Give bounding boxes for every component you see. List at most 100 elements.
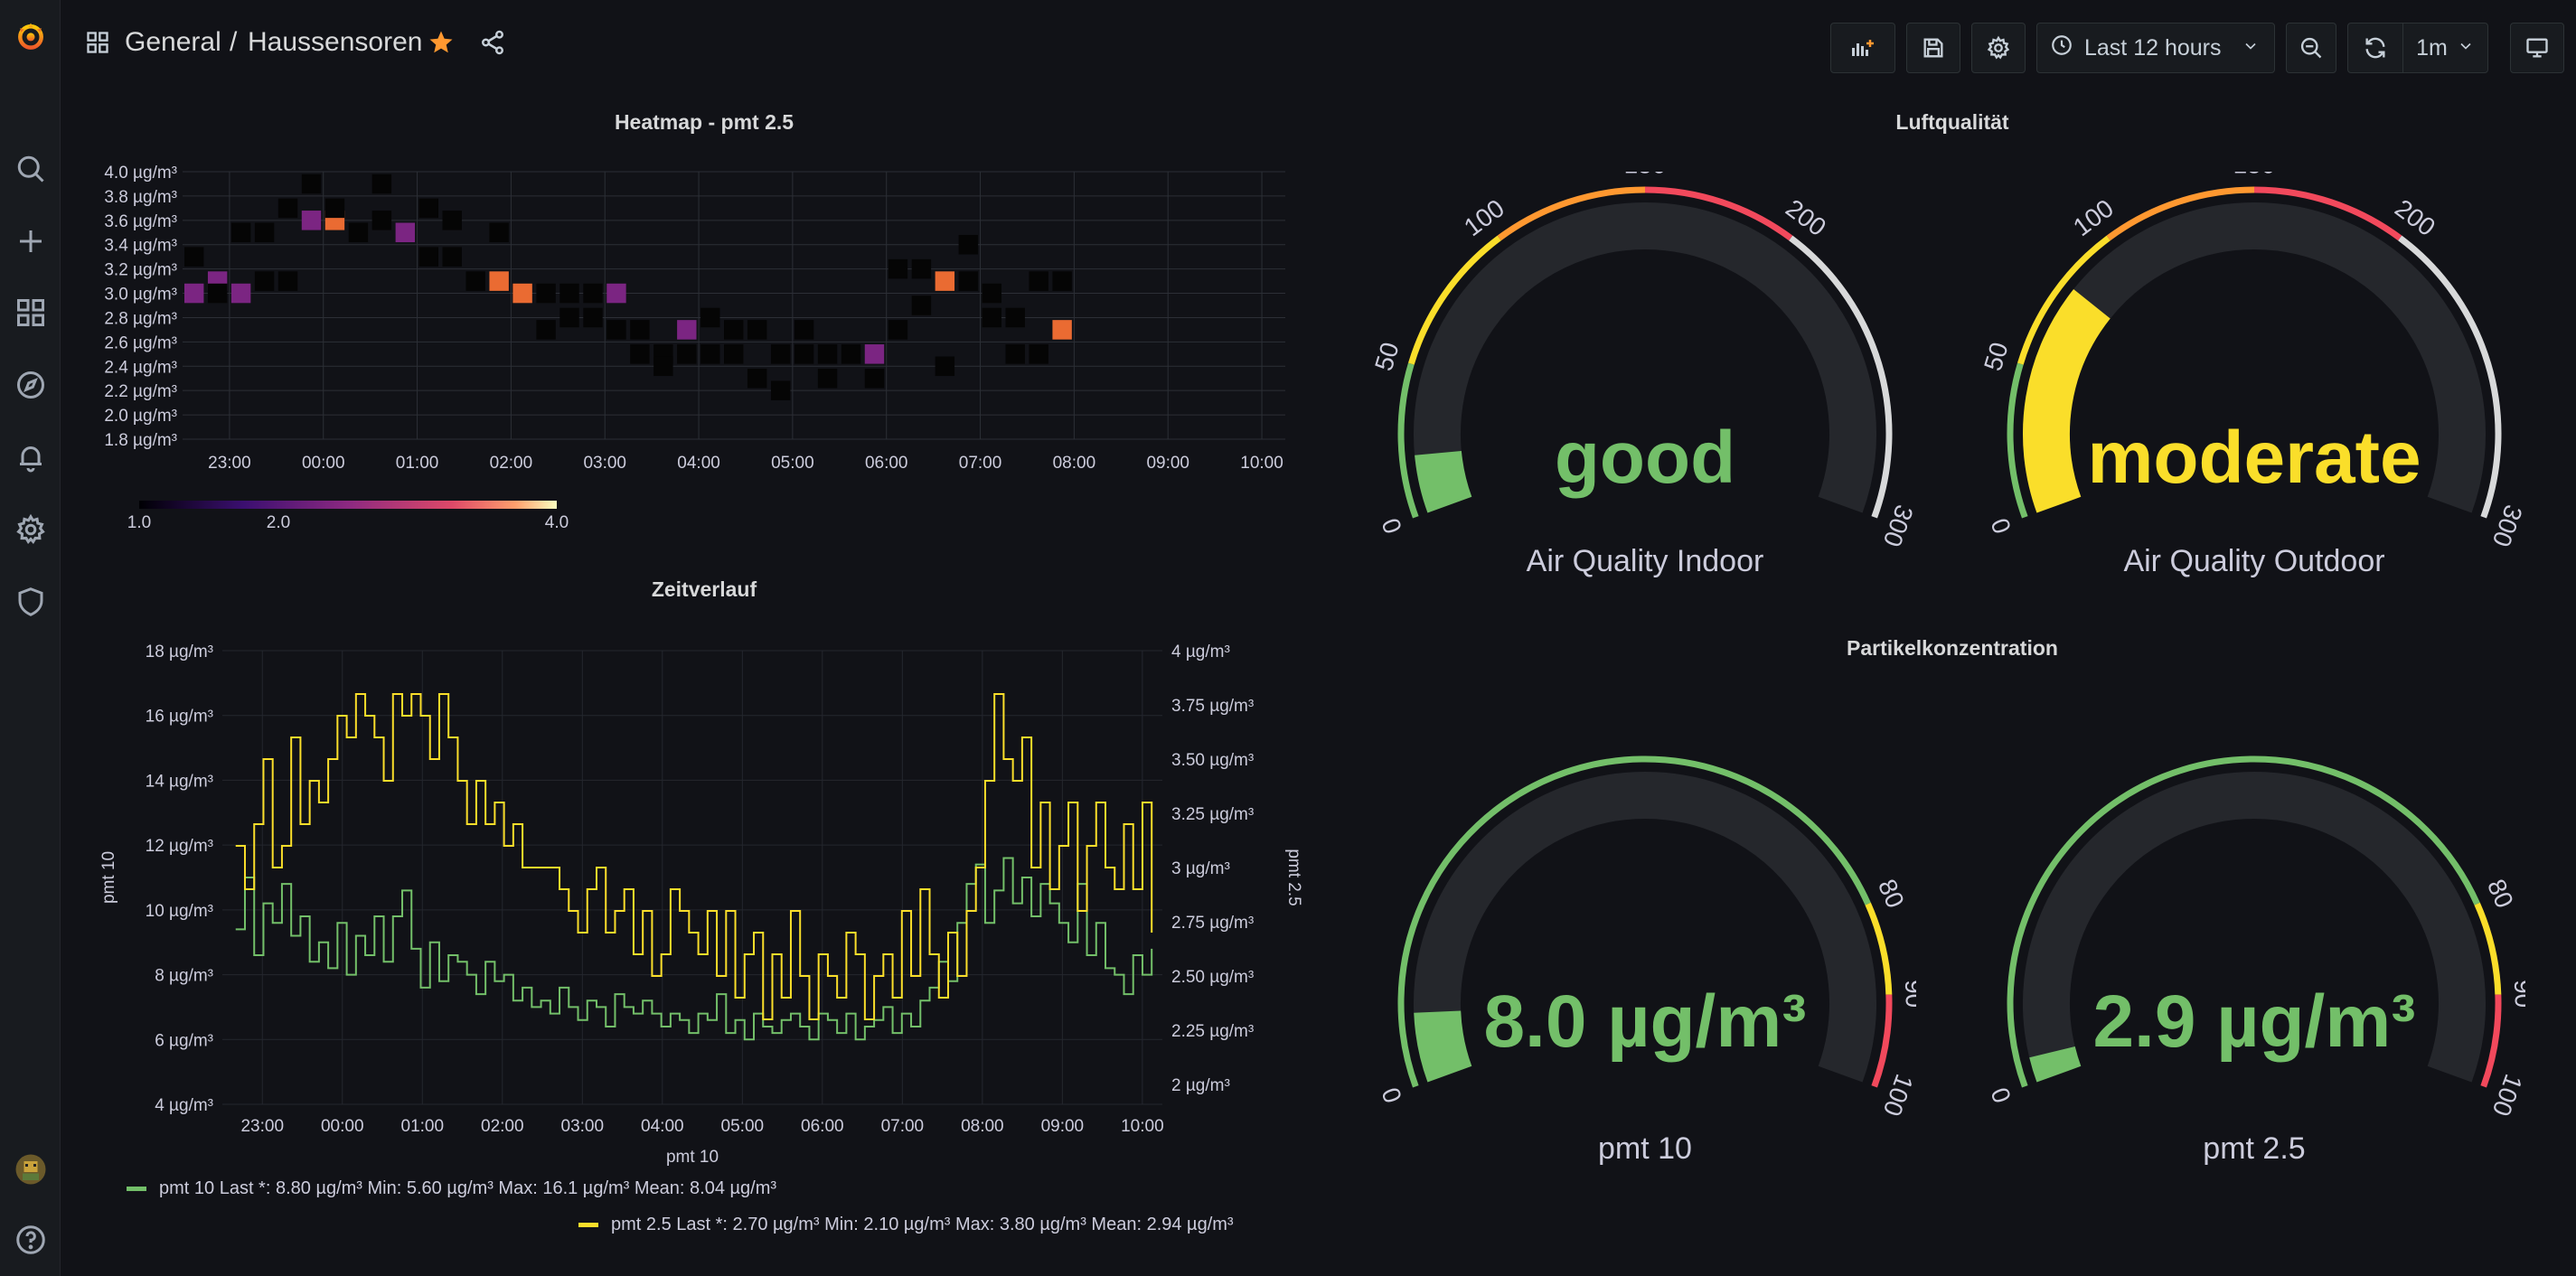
search-icon[interactable] [0, 140, 61, 198]
legend-item-pmt25[interactable]: pmt 2.5 Last *: 2.70 µg/m³ Min: 2.10 µg/… [578, 1213, 1234, 1236]
heatmap-cell [794, 320, 814, 340]
heatmap-cell [559, 283, 579, 304]
save-dashboard-button[interactable] [1906, 23, 1960, 73]
chevron-down-icon [2242, 35, 2260, 61]
gauge-label: pmt 2.5 [2203, 1131, 2305, 1166]
gauge-pmt25: 0 80 90 100 2.9 µg/m³ pmt 2.5 [1986, 755, 2525, 1166]
avatar[interactable] [0, 1140, 61, 1198]
heatmap-cell [184, 283, 204, 304]
dashboards-icon[interactable] [0, 284, 61, 342]
plus-icon[interactable] [0, 212, 61, 270]
breadcrumb-separator: / [230, 27, 238, 57]
ts-series-line-pmt10 [235, 857, 1153, 1041]
gauge-tick-label: 0 [1986, 1084, 2017, 1106]
ts-x-tick: 10:00 [1121, 1117, 1164, 1136]
particle-title: Partikelkonzentration [1847, 636, 2058, 660]
share-icon[interactable] [479, 29, 506, 61]
heatmap-x-tick: 08:00 [1053, 454, 1096, 473]
gauge-threshold-band [2106, 186, 2255, 241]
grafana-logo-icon[interactable] [0, 7, 61, 65]
time-range-picker[interactable]: Last 12 hours [2036, 23, 2275, 73]
air-quality-panel: Luftqualität [1347, 98, 2558, 604]
refresh-interval-picker[interactable]: 1m [2402, 23, 2488, 73]
heatmap-x-tick: 06:00 [865, 454, 908, 473]
gauge-tick-label: 0 [1377, 1084, 1407, 1106]
star-icon[interactable] [428, 29, 455, 61]
time-range-label: Last 12 hours [2084, 34, 2222, 61]
refresh-button[interactable] [2347, 23, 2403, 73]
heatmap-y-tick: 2.6 µg/m³ [104, 333, 177, 352]
ts-x-tick: 00:00 [321, 1117, 364, 1136]
legend-item-pmt10[interactable]: pmt 10 Last *: 8.80 µg/m³ Min: 5.60 µg/m… [127, 1177, 776, 1200]
heatmap-panel: Heatmap - pmt 2.5 [78, 98, 1330, 540]
heatmap-cell [630, 344, 650, 364]
breadcrumb-dashboard[interactable]: Haussensoren [248, 27, 423, 57]
gauge-threshold-band [2480, 994, 2502, 1088]
heatmap-x-tick: 01:00 [396, 454, 439, 473]
alerting-icon[interactable] [0, 428, 61, 486]
gauge-threshold-band [1644, 186, 1793, 241]
ts-x-tick: 09:00 [1041, 1117, 1085, 1136]
heatmap-cell [301, 174, 322, 194]
dashboard-settings-button[interactable] [1971, 23, 2026, 73]
timeseries-title: Zeitverlauf [651, 577, 757, 601]
heatmap-cell [700, 307, 720, 328]
gauge-tick-label: 300 [1878, 502, 1916, 551]
ts-x-axis-label: pmt 10 [666, 1148, 719, 1167]
heatmap-cell [583, 283, 603, 304]
heatmap-cell [465, 271, 485, 291]
add-panel-button[interactable] [1830, 23, 1895, 73]
heatmap-cell [418, 198, 438, 219]
heatmap-cell [700, 344, 720, 364]
heatmap-title: Heatmap - pmt 2.5 [614, 110, 794, 134]
explore-icon[interactable] [0, 356, 61, 414]
ts-y-right-tick: 2.50 µg/m³ [1171, 968, 1254, 987]
heatmap-cell [677, 320, 697, 340]
gauge-tick-label: 300 [2487, 502, 2525, 551]
ts-y-left-tick: 12 µg/m³ [146, 837, 213, 856]
gauge-track [1414, 202, 1876, 513]
heatmap-cell [770, 380, 791, 400]
particle-panel: Partikelkonzentration [1347, 624, 2558, 1238]
heatmap-cell [794, 344, 814, 364]
ts-y-right-tick: 3 µg/m³ [1171, 859, 1230, 878]
shield-icon[interactable] [0, 573, 61, 631]
heatmap-cell [935, 356, 955, 377]
heatmap-cell [864, 344, 885, 364]
ts-y-left-tick: 16 µg/m³ [146, 708, 213, 727]
ts-y-left-tick: 10 µg/m³ [146, 902, 213, 921]
heatmap-cell [324, 198, 345, 219]
heatmap-y-tick: 2.0 µg/m³ [104, 407, 177, 426]
gauge-tick-label: 80 [2482, 875, 2519, 912]
gauge-value-fill [1415, 450, 1472, 513]
heatmap-cell [982, 307, 1001, 328]
tv-mode-button[interactable] [2510, 23, 2564, 73]
settings-icon[interactable] [0, 501, 61, 558]
heatmap-cell [442, 211, 462, 230]
gauge-tick-label: 80 [1873, 875, 1910, 912]
heatmap-cell [559, 307, 579, 328]
heatmap-cell [230, 222, 251, 243]
gauge-value-text: good [1555, 417, 1735, 499]
heatmap-cell [536, 283, 556, 304]
heatmap-y-tick: 2.2 µg/m³ [104, 382, 177, 401]
gauge-value-fill [2023, 289, 2111, 513]
legend-swatch [127, 1186, 146, 1191]
heatmap-cell [277, 271, 298, 291]
gauge-threshold-band [1789, 235, 1893, 519]
zoom-out-button[interactable] [2286, 23, 2336, 73]
heatmap-chart: 4.0 µg/m³ 3.8 µg/m³ 3.6 µg/m³ 3.4 µg/m³ 3.2 … [104, 164, 1285, 532]
gauge-tick-label: 50 [1983, 339, 2014, 374]
heatmap-cell [935, 271, 955, 291]
ts-x-tick: 02:00 [481, 1117, 524, 1136]
ts-y-left-tick: 8 µg/m³ [155, 967, 213, 986]
ts-y-right-tick: 4 µg/m³ [1171, 643, 1230, 661]
heatmap-cell [489, 271, 509, 291]
breadcrumb-folder[interactable]: General [125, 27, 221, 57]
gauge-threshold-band [2007, 755, 2480, 1088]
gauge-tick-label: 50 [1374, 339, 1405, 374]
heatmap-cell [277, 198, 298, 219]
heatmap-x-tick: 09:00 [1146, 454, 1189, 473]
legend-swatch [578, 1222, 598, 1227]
help-icon[interactable] [0, 1211, 61, 1269]
